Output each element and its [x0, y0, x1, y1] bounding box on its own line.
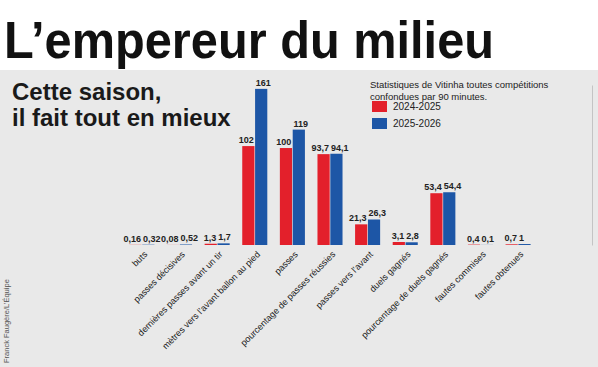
data-label: 0,08 — [161, 234, 179, 244]
bar — [167, 244, 179, 245]
bar — [293, 130, 305, 245]
x-tick-label: buts — [130, 249, 149, 268]
background — [0, 0, 598, 367]
bars — [129, 89, 530, 245]
bar — [180, 244, 192, 245]
bar — [205, 244, 217, 245]
data-label: 21,3 — [349, 213, 367, 223]
series — [129, 146, 517, 245]
bar — [355, 224, 367, 245]
x-tick: fautes obtenues — [473, 249, 526, 302]
legend: 2024-2025 2025-2026 — [372, 101, 441, 129]
bar — [443, 192, 455, 245]
data-label: 94,1 — [331, 143, 349, 153]
data-label: 1,7 — [218, 232, 231, 242]
data-label: 93,7 — [311, 143, 329, 153]
x-tick: passes vers l’avant — [314, 249, 376, 311]
data-label: 0,1 — [481, 234, 494, 244]
legend-item: 2025-2026 — [372, 118, 441, 129]
data-label: 0,7 — [505, 233, 518, 243]
data-label: 0,32 — [143, 234, 161, 244]
series — [142, 89, 530, 245]
bar — [481, 244, 493, 245]
bar — [468, 244, 480, 245]
legend-label: 2025-2026 — [393, 118, 441, 129]
data-label: 119 — [293, 119, 308, 129]
y-axis — [592, 86, 593, 246]
data-label: 53,4 — [424, 182, 442, 192]
x-axis: butspasses décisivesdernières passes ava… — [130, 249, 526, 351]
data-labels: 0,16 0,08 1,3 102 100 93,7 21,3 3,1 53,4 0,4 0,7 0,… — [123, 78, 524, 244]
data-label: 1,3 — [204, 233, 217, 243]
legend-item: 2024-2025 — [372, 101, 441, 112]
data-label: 54,4 — [444, 181, 462, 191]
x-tick: passes — [272, 249, 300, 277]
legend-swatch — [372, 118, 387, 129]
legend-label: 2024-2025 — [393, 101, 441, 112]
x-tick-label: passes vers l’avant — [314, 249, 376, 311]
subtitle: il fait tout en mieux — [12, 104, 231, 131]
bar — [317, 154, 329, 245]
data-label: 26,3 — [369, 208, 387, 218]
bar — [330, 154, 342, 245]
bar — [255, 89, 267, 245]
data-label: 100 — [276, 137, 291, 147]
data-label: 0,16 — [123, 234, 141, 244]
data-label: 0,52 — [181, 233, 199, 243]
bar — [518, 244, 530, 245]
note: Statistiques de Vitinha toutes compétiti… — [370, 79, 549, 102]
subtitle: Cette saison, — [12, 78, 161, 105]
x-tick-label: fautes obtenues — [473, 249, 526, 302]
data-label: 102 — [239, 135, 254, 145]
data-label: 0,4 — [467, 234, 480, 244]
bar — [393, 242, 405, 245]
bar — [129, 244, 141, 245]
data-label: 1 — [519, 233, 524, 243]
bar — [506, 244, 518, 245]
x-tick: buts — [130, 249, 149, 268]
bar — [406, 242, 418, 245]
chart-svg: L’empereur du milieu Cette saison,il fait… — [0, 0, 598, 367]
note-line: Statistiques de Vitinha toutes compétiti… — [370, 79, 549, 90]
title: L’empereur du milieu — [4, 11, 494, 69]
data-label: 3,1 — [392, 231, 405, 241]
bar — [142, 244, 154, 245]
bar — [430, 193, 442, 245]
bar — [242, 146, 254, 245]
x-tick-label: passes — [272, 249, 300, 277]
data-label: 161 — [256, 78, 271, 88]
bar — [280, 148, 292, 245]
legend-swatch — [372, 101, 387, 112]
y-axis-line — [592, 86, 593, 246]
data-label: 2,8 — [406, 231, 419, 241]
bar — [368, 219, 380, 245]
panel-background — [0, 70, 598, 367]
credit: Franck Faugère/L’Équipe — [2, 279, 11, 363]
bar — [217, 243, 229, 245]
